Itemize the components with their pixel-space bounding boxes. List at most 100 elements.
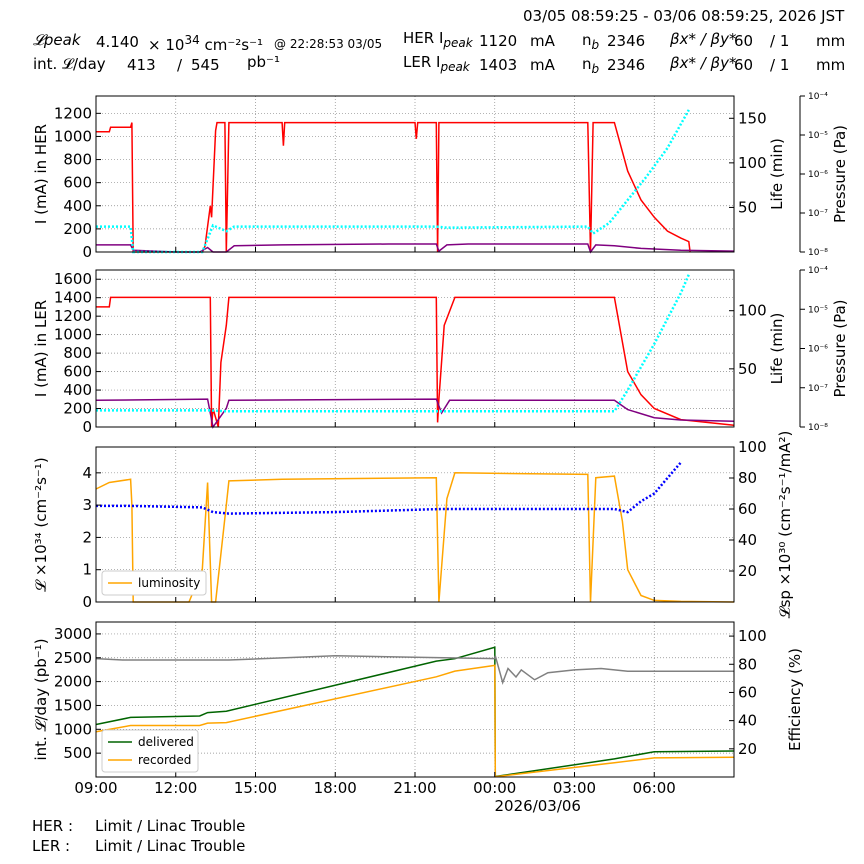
y2-tick-label: 100	[738, 627, 767, 645]
y2-tick-label: 40	[738, 712, 757, 730]
y2-tick-label: 100	[738, 302, 767, 320]
her-beta-label: βx* / βy*	[670, 30, 737, 48]
her-nb-label: nb	[582, 31, 599, 54]
y-tick-label: 500	[63, 744, 92, 762]
footer-ler-label: LER :	[32, 837, 71, 855]
x-tick-label: 12:00	[154, 779, 197, 797]
intl-sep: /	[177, 56, 183, 74]
legend-label-luminosity: luminosity	[138, 576, 200, 590]
x-tick-label: 00:00	[473, 779, 516, 797]
ler-ipeak-unit: mA	[530, 56, 555, 74]
series-pressure	[96, 274, 690, 413]
her-nb-sub: b	[591, 38, 600, 52]
lpeak-label: 𝓛peak	[33, 31, 81, 49]
y-tick-label: 2000	[54, 673, 92, 691]
her-ipeak-text: HER I	[403, 29, 444, 47]
lpeak-unit-text: cm⁻²s⁻¹	[204, 36, 264, 54]
pressure-axis-label: Pressure (Pa)	[831, 125, 849, 223]
y-tick-label: 0	[82, 418, 92, 436]
y-tick-label: 200	[63, 400, 92, 418]
x-tick-label: 03:00	[553, 779, 596, 797]
lpeak-at: @ 22:28:53 03/05	[274, 37, 383, 51]
pressure-tick-label: 10⁻⁸	[808, 423, 828, 433]
pressure-tick-label: 10⁻⁷	[808, 384, 828, 394]
intl-recorded: 413	[127, 56, 156, 74]
y-tick-label: 1000	[54, 127, 92, 145]
ler-nb-sub: b	[591, 62, 600, 76]
y-tick-label: 2	[82, 528, 92, 546]
y-axis-label: 𝓛 ×10³⁴ (cm⁻²s⁻¹)	[32, 457, 50, 591]
y2-axis-label: Efficiency (%)	[786, 648, 804, 751]
y2-tick-label: 40	[738, 531, 757, 549]
legend-box	[101, 570, 207, 596]
panel-0	[95, 95, 805, 254]
footer-her-label: HER :	[32, 817, 74, 835]
ler-ipeak-label: LER Ipeak	[403, 53, 470, 76]
y2-tick-label: 100	[738, 438, 767, 456]
pressure-axis-label: Pressure (Pa)	[831, 299, 849, 397]
footer-ler-status: Limit / Linac Trouble	[95, 837, 246, 855]
y-tick-label: 1000	[54, 326, 92, 344]
panel-1	[95, 269, 805, 429]
y-axis-label: int. 𝓛/day (pb⁻¹)	[32, 638, 50, 760]
ler-nb-text: n	[582, 55, 592, 73]
ler-nb-label: nb	[582, 55, 599, 78]
series-pressure	[96, 109, 690, 254]
her-beta-x: 60	[734, 32, 754, 50]
series-current	[96, 121, 691, 253]
x-tick-label: 21:00	[393, 779, 436, 797]
series-efficiency	[95, 655, 734, 686]
panel-3	[95, 621, 735, 778]
y-tick-label: 3	[82, 496, 92, 514]
series-specific	[96, 461, 682, 515]
pressure-tick-label: 10⁻⁶	[808, 345, 828, 355]
ler-beta-label: βx* / βy*	[670, 54, 737, 72]
y-tick-label: 400	[63, 197, 92, 215]
x-tick-label: 18:00	[314, 779, 357, 797]
intl-unit: pb⁻¹	[247, 53, 280, 71]
y2-tick-label: 20	[738, 562, 757, 580]
footer-her-status: Limit / Linac Trouble	[95, 817, 246, 835]
y2-tick-label: 20	[738, 740, 757, 758]
y-tick-label: 800	[63, 151, 92, 169]
her-ipeak-unit: mA	[530, 32, 555, 50]
y-axis-label: I (mA) in LER	[32, 300, 50, 397]
her-beta-y: / 1	[770, 32, 790, 50]
pressure-tick-label: 10⁻⁷	[808, 209, 828, 219]
pressure-tick-label: 10⁻⁴	[808, 266, 828, 276]
x-date-label: 2026/03/06	[495, 797, 581, 815]
y-tick-label: 1000	[54, 720, 92, 738]
intl-delivered: 545	[191, 56, 220, 74]
her-nb-text: n	[582, 31, 592, 49]
intl-label: int. 𝓛/day	[33, 55, 106, 73]
ler-beta-unit: mm	[816, 56, 846, 74]
lpeak-unit: × 1034 cm⁻²s⁻¹	[148, 31, 263, 54]
y2-axis-label: Life (min)	[768, 138, 786, 210]
lpeak-exp: 34	[184, 33, 200, 47]
pressure-tick-label: 10⁻⁴	[808, 92, 828, 102]
series-recorded	[95, 664, 735, 778]
her-ipeak-sub: peak	[443, 36, 473, 50]
y-tick-label: 1600	[54, 270, 92, 288]
y2-tick-label: 60	[738, 500, 757, 518]
lpeak-value: 4.140	[96, 33, 139, 51]
legend-box	[101, 729, 199, 773]
x-tick-label: 06:00	[633, 779, 676, 797]
pressure-tick-label: 10⁻⁸	[808, 248, 828, 258]
ler-ipeak-text: LER I	[403, 53, 441, 71]
her-ipeak-value: 1120	[479, 32, 518, 50]
ler-beta-y: / 1	[770, 56, 790, 74]
x-tick-label: 09:00	[74, 779, 117, 797]
y-tick-label: 200	[63, 220, 92, 238]
pressure-tick-label: 10⁻⁶	[808, 170, 828, 180]
ler-ipeak-value: 1403	[479, 56, 518, 74]
panel-2	[95, 446, 735, 603]
y-tick-label: 600	[63, 363, 92, 381]
y2-tick-label: 150	[738, 109, 767, 127]
x-tick-label: 15:00	[234, 779, 277, 797]
ler-nb-value: 2346	[607, 56, 646, 74]
y-tick-label: 1200	[54, 104, 92, 122]
her-ipeak-label: HER Ipeak	[403, 29, 473, 52]
y2-tick-label: 60	[738, 683, 757, 701]
